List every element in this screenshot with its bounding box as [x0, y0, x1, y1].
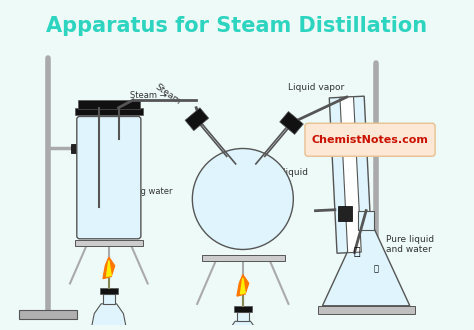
Bar [318, 306, 415, 314]
Bar [71, 144, 81, 153]
Bar [75, 108, 143, 115]
Polygon shape [93, 317, 124, 330]
Text: Impure liquid: Impure liquid [248, 168, 308, 177]
Bar [100, 288, 118, 294]
Bar [7, 5, 467, 44]
Polygon shape [91, 304, 128, 330]
Text: Pure liquid
and water: Pure liquid and water [385, 235, 434, 254]
Bar [333, 128, 346, 144]
Bar [202, 255, 284, 261]
Text: 💧: 💧 [374, 264, 378, 273]
Polygon shape [322, 228, 410, 306]
FancyBboxPatch shape [82, 176, 136, 234]
Text: Steam →: Steam → [130, 91, 167, 100]
Bar [103, 294, 115, 304]
Bar [338, 206, 352, 221]
Polygon shape [240, 278, 245, 294]
Polygon shape [107, 260, 111, 277]
Bar [346, 303, 405, 313]
Polygon shape [280, 112, 303, 134]
Polygon shape [340, 97, 361, 253]
Text: Apparatus for Steam Distillation: Apparatus for Steam Distillation [46, 16, 428, 36]
Ellipse shape [202, 188, 283, 239]
Text: Steam: Steam [153, 82, 182, 107]
Text: Liquid vapor: Liquid vapor [289, 83, 345, 92]
Bar [237, 312, 249, 321]
Polygon shape [325, 277, 407, 303]
Ellipse shape [192, 148, 293, 249]
Bar [75, 240, 143, 246]
FancyBboxPatch shape [77, 116, 141, 239]
Polygon shape [185, 108, 209, 131]
Polygon shape [103, 257, 115, 279]
Bar [78, 100, 140, 109]
Polygon shape [329, 96, 372, 253]
Polygon shape [224, 321, 261, 330]
FancyBboxPatch shape [305, 123, 435, 156]
Bar [358, 211, 374, 230]
Bar [234, 306, 252, 312]
Bar [18, 310, 77, 319]
Polygon shape [237, 275, 249, 296]
Text: ChemistNotes.com: ChemistNotes.com [311, 135, 428, 145]
Text: 💧: 💧 [353, 248, 360, 257]
Text: Boiling water: Boiling water [117, 187, 172, 196]
